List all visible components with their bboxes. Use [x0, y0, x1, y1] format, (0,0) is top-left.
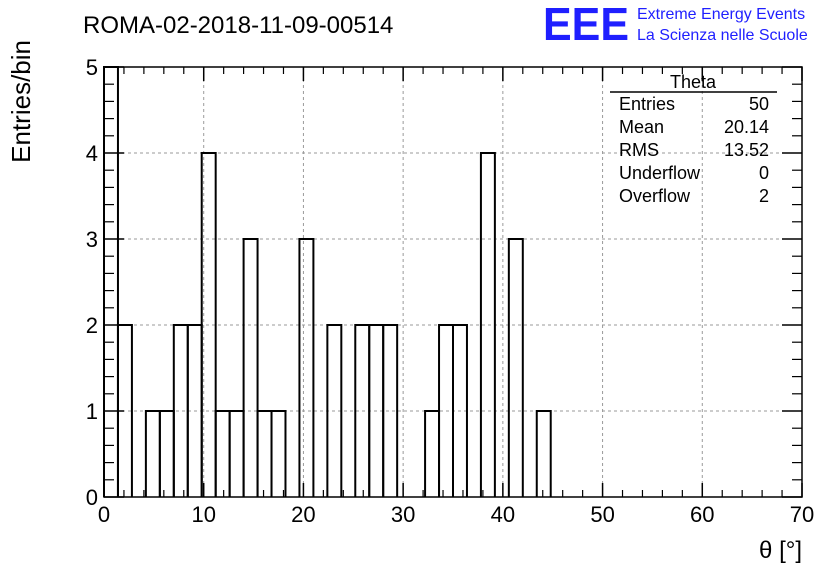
stats-row-value: 0 — [759, 163, 769, 183]
stats-rows: Entries 50 Mean 20.14 RMS 13.52 Underflow 0 Over… — [619, 94, 769, 206]
stats-row-value: 13.52 — [724, 140, 769, 160]
y-tick-label: 2 — [86, 313, 98, 338]
histogram-bin — [228, 410, 245, 497]
axis-ticks — [103, 66, 803, 498]
stats-row-label: RMS — [619, 140, 659, 160]
stats-row-label: Overflow — [619, 186, 691, 206]
y-axis-label: Entries/bin — [6, 40, 36, 163]
x-tick-label: 20 — [291, 502, 315, 527]
y-tick-label: 4 — [86, 141, 98, 166]
x-tick-label: 50 — [590, 502, 614, 527]
stats-row-value: 20.14 — [724, 117, 769, 137]
y-tick-label: 0 — [86, 485, 98, 510]
histogram-bin — [382, 324, 399, 497]
stats-row-value: 2 — [759, 186, 769, 206]
histogram-bin — [479, 152, 496, 497]
y-tick-label: 3 — [86, 227, 98, 252]
x-tick-label: 30 — [391, 502, 415, 527]
stats-box: Theta Entries 50 Mean 20.14 RMS 13.52 Underflo… — [610, 72, 777, 206]
histogram-bin — [535, 410, 552, 497]
x-axis-label: θ [°] — [759, 537, 802, 564]
stats-row-label: Mean — [619, 117, 664, 137]
histogram-bars — [103, 66, 552, 497]
histogram-bin — [270, 410, 287, 497]
histogram-bin — [200, 152, 217, 497]
stats-row-value: 50 — [749, 94, 769, 114]
histogram-bin — [326, 324, 343, 497]
x-tick-label: 70 — [790, 502, 814, 527]
logo-mark: EEE — [543, 0, 629, 50]
histogram-bin — [507, 238, 524, 497]
histogram-bin — [452, 324, 468, 497]
histogram-bin — [144, 410, 161, 497]
histogram-bin — [172, 324, 189, 497]
histogram-bin — [424, 410, 441, 497]
x-tick-label: 0 — [98, 502, 110, 527]
x-tick-labels: 0 10 20 30 40 50 60 70 — [98, 502, 814, 527]
stats-row-label: Entries — [619, 94, 675, 114]
histogram-bin — [214, 410, 231, 497]
x-tick-label: 10 — [191, 502, 215, 527]
y-tick-label: 1 — [86, 399, 98, 424]
histogram-bin — [298, 238, 315, 497]
x-tick-label: 40 — [491, 502, 515, 527]
plot-frame — [103, 66, 803, 498]
logo-line-2: La Scienza nelle Scuole — [637, 27, 808, 44]
histogram-bin — [158, 410, 175, 497]
histogram-bin — [103, 66, 119, 497]
histogram-bin — [256, 410, 273, 497]
stats-title: Theta — [670, 72, 717, 92]
y-tick-labels: 0 1 2 3 4 5 — [86, 55, 98, 510]
chart-title: ROMA-02-2018-11-09-00514 — [83, 12, 393, 39]
eee-logo: EEE Extreme Energy Events La Scienza nel… — [543, 0, 808, 50]
logo-line-1: Extreme Energy Events — [637, 6, 805, 23]
y-tick-label: 5 — [86, 55, 98, 80]
x-tick-label: 60 — [690, 502, 714, 527]
stats-row-label: Underflow — [619, 163, 701, 183]
histogram-bin — [242, 238, 259, 497]
